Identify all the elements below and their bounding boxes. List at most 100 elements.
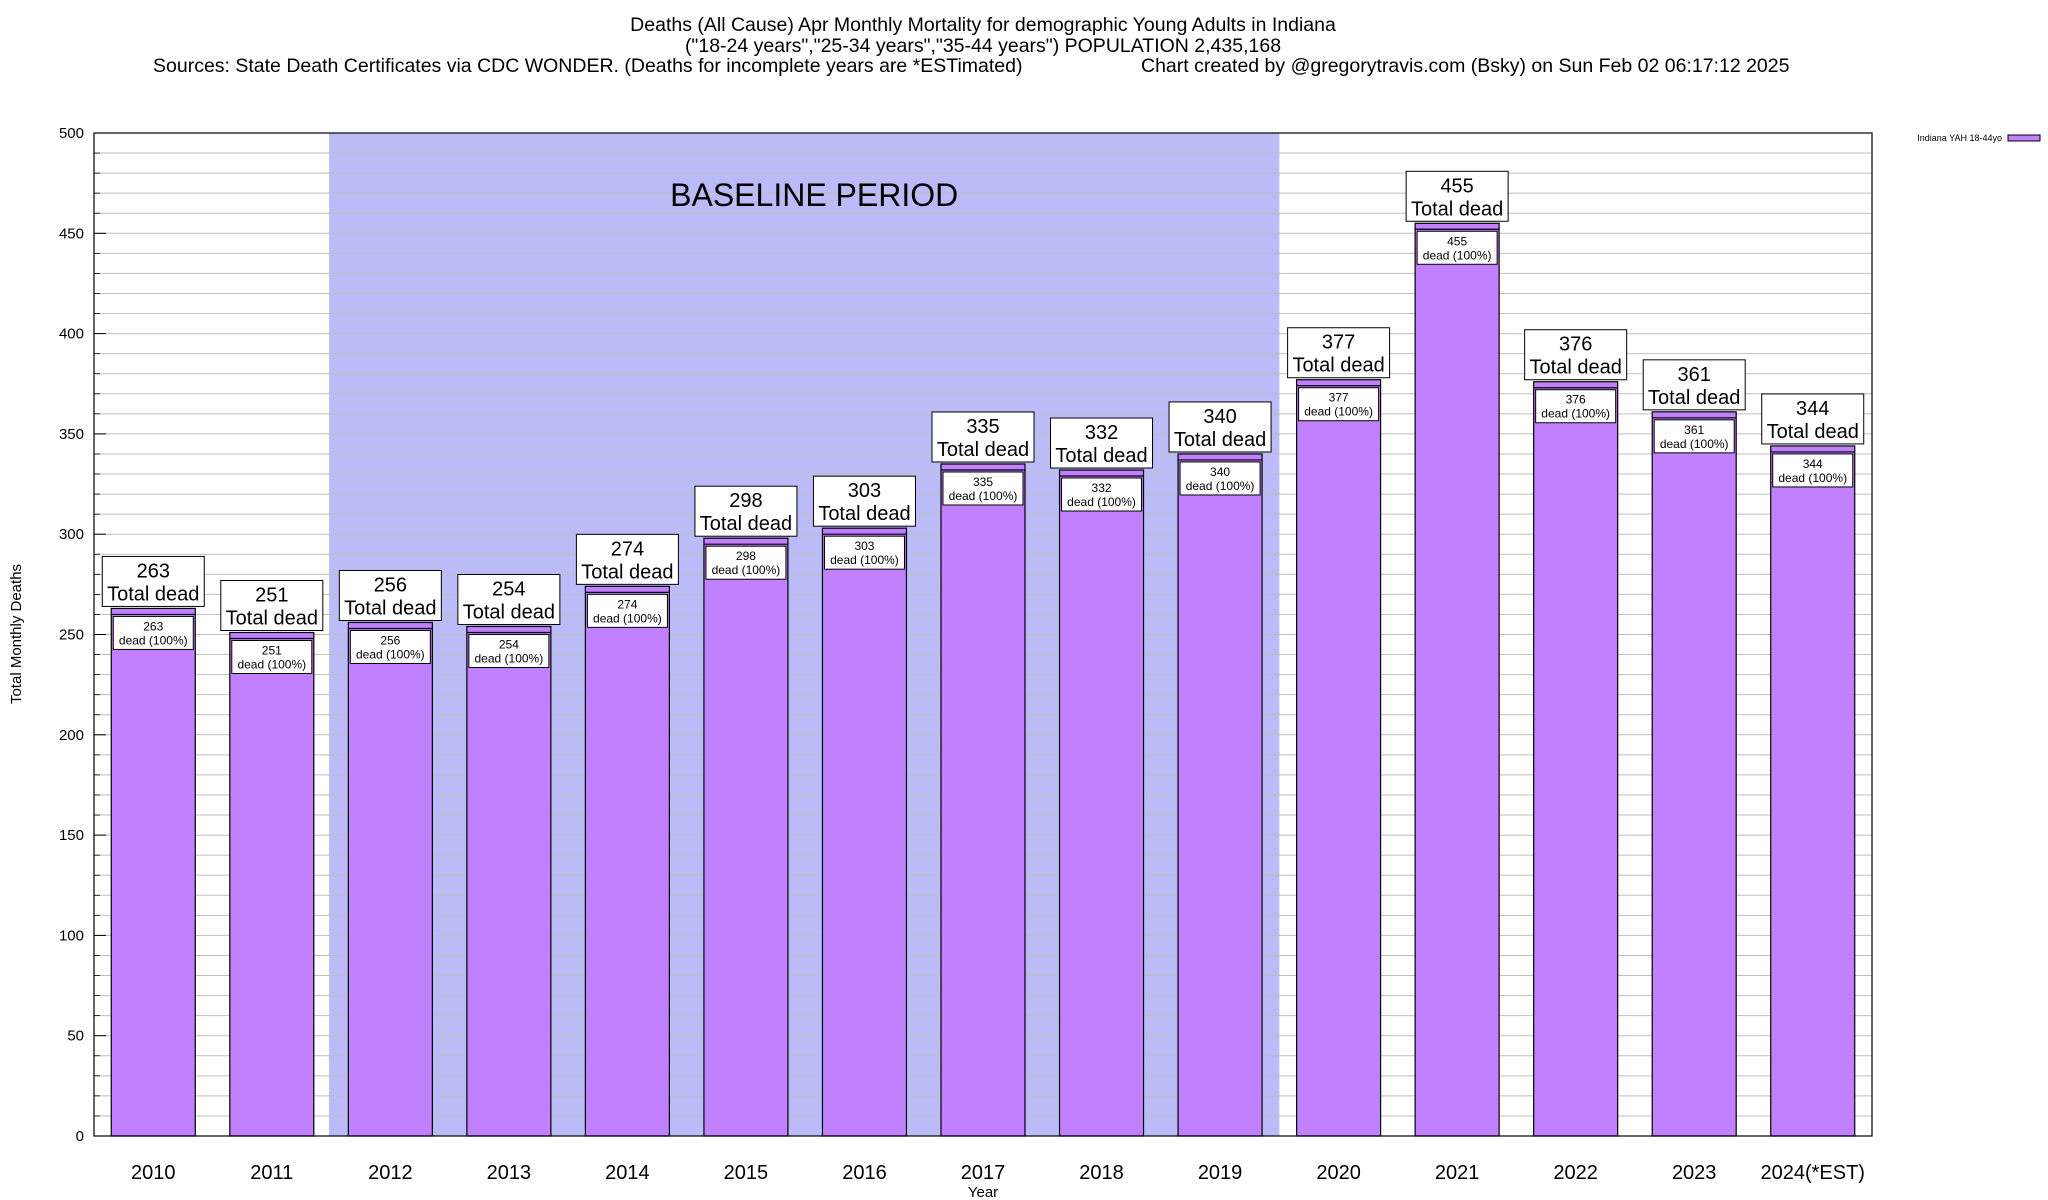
top-label-box [575,533,679,585]
y-tick-label: 250 [59,627,84,644]
inner-label-text: dead (100%) [593,611,662,625]
x-tick-label: 2020 [1316,1162,1361,1184]
y-tick-label: 50 [67,1028,84,1045]
inner-label-box [1416,230,1498,265]
y-tick-label: 350 [59,426,84,443]
inner-label-value: 361 [1684,423,1704,437]
inner-label-text: dead (100%) [237,657,306,671]
inner-label-value: 303 [854,539,874,553]
inner-label-text: dead (100%) [1067,495,1136,509]
top-label-box [101,555,205,607]
inner-label-text: dead (100%) [830,553,899,567]
top-label-text: Total dead [1648,387,1740,409]
top-label-text: Total dead [1055,445,1147,467]
inner-label-box [1298,387,1380,422]
top-label-value: 251 [255,584,288,606]
chart-sources: Sources: State Death Certificates via CD… [153,55,1023,77]
x-tick-label: 2021 [1435,1162,1480,1184]
inner-label-text: dead (100%) [712,563,781,577]
top-label-box [931,411,1035,463]
chart-subtitle: ("18-24 years","25-34 years","35-44 year… [684,35,1282,57]
inner-label-text: dead (100%) [1778,471,1847,485]
top-label-text: Total dead [226,607,318,629]
bar-2023 [1651,411,1737,1137]
inner-label-box [231,639,313,674]
top-label-value: 335 [966,416,999,438]
inner-label-value: 254 [499,637,519,651]
inner-label-value: 263 [143,619,163,633]
bar-2018 [1058,469,1145,1137]
bar-2012 [347,621,433,1137]
inner-label-value: 335 [973,475,993,489]
x-tick-label: 2015 [724,1162,769,1184]
inner-label-text: dead (100%) [1423,248,1492,262]
y-tick-label: 100 [59,927,84,944]
top-label-value: 298 [729,490,762,512]
top-label-text: Total dead [818,503,910,525]
inner-label-box [112,615,194,650]
top-label-text: Total dead [1411,198,1503,220]
inner-label-text: dead (100%) [119,633,188,647]
x-tick-label: 2018 [1079,1162,1124,1184]
inner-label-box [942,471,1024,506]
top-label-value: 332 [1085,422,1118,444]
top-label-text: Total dead [344,597,436,619]
inner-label-text: dead (100%) [1541,407,1610,421]
bar-2022 [1533,381,1619,1137]
x-tick-label: 2024(*EST) [1760,1162,1865,1184]
bar-2015 [703,537,789,1137]
x-tick-label: 2011 [250,1162,293,1184]
top-label-text: Total dead [581,561,673,583]
bar-2010 [110,607,196,1137]
top-label-box [338,569,442,621]
top-label-box [812,475,916,527]
y-tick-label: 500 [59,125,84,142]
top-label-box [1405,170,1509,222]
y-tick-label: 200 [59,727,84,744]
top-label-box [220,579,324,631]
bar-2014 [584,585,671,1137]
inner-label-text: dead (100%) [1660,437,1729,451]
inner-label-value: 377 [1329,391,1349,405]
inner-label-box [1061,477,1143,512]
top-label-box [1287,327,1391,379]
x-tick-label: 2023 [1672,1162,1717,1184]
top-label-text: Total dead [107,583,199,605]
top-label-text: Total dead [700,513,792,535]
y-tick-label: 0 [76,1128,84,1145]
bar-2019 [1177,453,1263,1137]
y-tick-label: 400 [59,326,84,343]
top-label-value: 361 [1678,364,1711,386]
y-tick-label: 300 [59,526,84,543]
inner-label-box [1653,419,1735,454]
y-tick-label: 450 [59,225,84,242]
top-label-value: 263 [137,560,170,582]
x-tick-label: 2010 [131,1162,176,1184]
top-label-box [1524,329,1628,381]
top-label-value: 254 [492,578,525,600]
top-label-value: 256 [374,574,407,596]
top-label-value: 455 [1440,175,1473,197]
top-label-value: 303 [848,480,881,502]
y-tick-label: 150 [59,827,84,844]
inner-label-box [349,629,431,664]
legend-swatch [2007,134,2041,142]
inner-label-value: 344 [1803,457,1823,471]
x-tick-label: 2014 [605,1162,650,1184]
top-label-value: 344 [1796,398,1829,420]
top-label-box [1642,359,1746,411]
top-label-value: 340 [1203,406,1236,428]
top-label-box [1050,417,1154,469]
chart-credit: Chart created by @gregorytravis.com (Bsk… [1141,55,1790,77]
inner-label-value: 298 [736,549,756,563]
inner-label-box [1179,461,1261,496]
bar-2013 [466,625,552,1137]
inner-label-text: dead (100%) [949,489,1018,503]
top-label-box [1168,401,1272,453]
inner-label-value: 340 [1210,465,1230,479]
inner-label-value: 332 [1092,481,1112,495]
top-label-text: Total dead [1292,355,1384,377]
chart-title: Deaths (All Cause) Apr Monthly Mortality… [630,14,1336,36]
inner-label-value: 251 [262,643,282,657]
